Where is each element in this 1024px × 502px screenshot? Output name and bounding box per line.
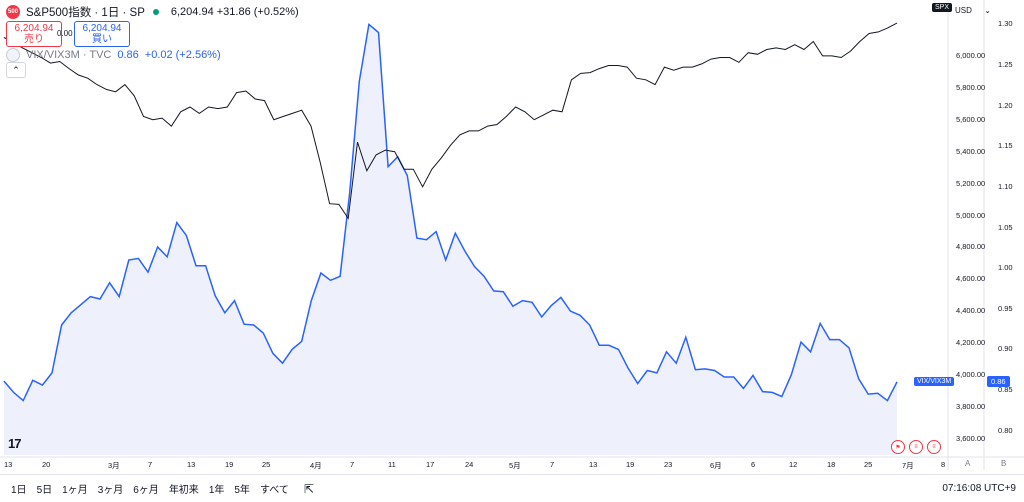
compare-symbol-logo-icon: [6, 48, 20, 62]
range-button-1[interactable]: 5日: [36, 479, 54, 498]
compare-symbol-name[interactable]: VIX/VIX3M · TVC: [26, 49, 111, 61]
market-status-dot-icon: [153, 9, 159, 15]
price-axis-label: 6,000.00: [956, 51, 985, 60]
ratio-axis-label: 1.15: [998, 141, 1013, 150]
time-axis-label: 24: [465, 460, 473, 469]
time-axis-label: 13: [589, 460, 597, 469]
range-button-6[interactable]: 1年: [208, 479, 226, 498]
tradingview-logo-icon[interactable]: 17: [8, 436, 20, 451]
price-axis-label: 3,600.00: [956, 434, 985, 443]
range-button-0[interactable]: 1日: [10, 479, 28, 498]
go-to-date-icon[interactable]: ⇱: [304, 482, 314, 496]
range-button-2[interactable]: 1ヶ月: [61, 479, 89, 498]
buy-price: 6,204.94: [83, 23, 122, 34]
range-button-3[interactable]: 3ヶ月: [97, 479, 125, 498]
price-axis-label: 5,800.00: [956, 83, 985, 92]
time-axis-label: 19: [626, 460, 634, 469]
time-axis-label: 7: [148, 460, 152, 469]
ratio-axis-label: 1.25: [998, 60, 1013, 69]
sell-button[interactable]: 6,204.94 売り: [6, 21, 62, 47]
price-axis-label: 4,800.00: [956, 242, 985, 251]
clock[interactable]: 07:16:08 UTC+9: [942, 483, 1016, 494]
range-button-5[interactable]: 年初来: [168, 479, 200, 498]
ratio-axis-label: 1.20: [998, 101, 1013, 110]
compare-series-tag: VIX/VIX3M: [914, 377, 954, 386]
time-axis-label: 5月: [509, 460, 521, 471]
time-axis-label: 25: [262, 460, 270, 469]
economic-event-icon[interactable]: ⚑: [891, 440, 905, 454]
time-axis-label: 12: [789, 460, 797, 469]
sell-label: 売り: [24, 34, 44, 45]
ratio-axis-label: 0.95: [998, 304, 1013, 313]
compare-last-value-tag: 0.86: [987, 376, 1010, 387]
price-axis-label: 4,000.00: [956, 370, 985, 379]
ratio-axis-label: 1.00: [998, 263, 1013, 272]
ratio-axis-label: 0.90: [998, 344, 1013, 353]
buy-button[interactable]: 6,204.94 買い: [74, 21, 130, 47]
time-axis-label: 11: [388, 460, 396, 469]
price-axis-label: 4,400.00: [956, 306, 985, 315]
time-axis-label: 7: [550, 460, 554, 469]
time-axis-label: 3月: [108, 460, 120, 471]
price-axis-label: 5,600.00: [956, 115, 985, 124]
price-axis-label: 5,000.00: [956, 211, 985, 220]
vix-area-fill: [4, 24, 897, 455]
collapse-legend-button[interactable]: ⌃: [6, 62, 26, 78]
time-axis-label: 17: [426, 460, 434, 469]
compare-value: 0.86: [117, 49, 138, 61]
date-range-buttons: 1日 5日 1ヶ月 3ヶ月 6ヶ月年初来 1年 5年すべて: [0, 479, 290, 498]
chevron-up-icon: ⌃: [12, 65, 20, 76]
spread-value: 0.00: [57, 29, 73, 38]
price-axis-label: 4,600.00: [956, 274, 985, 283]
event-markers: ⚑ ≡ ≡: [891, 440, 941, 454]
time-axis-label: 18: [827, 460, 835, 469]
sell-price: 6,204.94: [15, 23, 54, 34]
scale-toggle-b[interactable]: B: [1001, 459, 1006, 468]
range-button-4[interactable]: 6ヶ月: [132, 479, 160, 498]
range-button-8[interactable]: すべて: [259, 479, 290, 498]
ratio-axis-label: 1.30: [998, 19, 1013, 28]
time-axis-label: 23: [664, 460, 672, 469]
auto-scale-toggle[interactable]: A: [965, 459, 970, 468]
time-axis-label: 4月: [310, 460, 322, 471]
ratio-axis-label: 0.80: [998, 426, 1013, 435]
time-axis-label: 13: [4, 460, 12, 469]
ratio-axis-label: 1.10: [998, 182, 1013, 191]
time-axis-label: 19: [225, 460, 233, 469]
time-axis-label: 7: [350, 460, 354, 469]
buy-label: 買い: [92, 34, 112, 45]
time-axis-label: 7月: [902, 460, 914, 471]
compare-series-legend[interactable]: VIX/VIX3M · TVC 0.86 +0.02 (+2.56%): [6, 48, 221, 62]
ohlc-readout: 6,204.94 +31.86 (+0.52%): [171, 6, 299, 18]
time-axis[interactable]: 13 20 3月 7 13 19 25 4月 7 11 17 24 5月 7 13 19 23 6月 6 12 18 25…: [0, 458, 948, 470]
time-axis-label: 25: [864, 460, 872, 469]
price-axis-label: 3,800.00: [956, 402, 985, 411]
compare-change: +0.02 (+2.56%): [145, 49, 221, 61]
time-axis-label: 20: [42, 460, 50, 469]
symbol-title[interactable]: S&P500指数 · 1日 · SP: [26, 4, 145, 20]
price-axis[interactable]: 6,000.00 5,800.00 5,600.00 5,400.00 5,200.00…: [948, 0, 984, 470]
range-button-7[interactable]: 5年: [233, 479, 251, 498]
main-series-legend[interactable]: 500 S&P500指数 · 1日 · SP 6,204.94 +31.86 (…: [6, 4, 299, 20]
symbol-logo: 500: [6, 5, 20, 19]
time-axis-label: 6月: [710, 460, 722, 471]
time-axis-label: 6: [751, 460, 755, 469]
us-flag-icon[interactable]: ≡: [909, 440, 923, 454]
ratio-axis-label: 1.05: [998, 223, 1013, 232]
bottom-toolbar: 1日 5日 1ヶ月 3ヶ月 6ヶ月年初来 1年 5年すべて ⇱ 07:16:08 UTC+9: [0, 474, 1024, 502]
us-flag-icon-2[interactable]: ≡: [927, 440, 941, 454]
price-axis-label: 4,200.00: [956, 338, 985, 347]
price-axis-label: 5,400.00: [956, 147, 985, 156]
time-axis-label: 13: [187, 460, 195, 469]
price-axis-label: 5,200.00: [956, 179, 985, 188]
time-axis-label: 8: [941, 460, 945, 469]
